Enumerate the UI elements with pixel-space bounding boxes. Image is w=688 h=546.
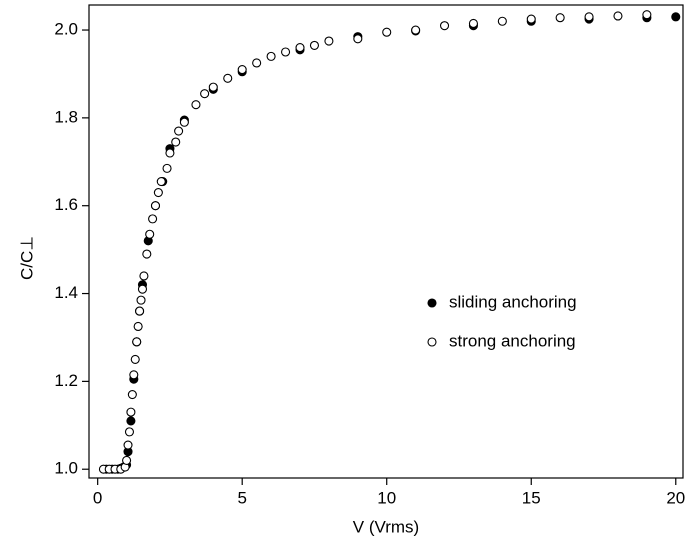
marker bbox=[165, 148, 175, 158]
marker bbox=[171, 137, 181, 147]
y-tick-label: 1.2 bbox=[54, 371, 78, 390]
marker bbox=[174, 126, 184, 136]
marker bbox=[123, 440, 133, 450]
marker bbox=[139, 271, 149, 281]
marker bbox=[266, 51, 276, 61]
y-tick-label: 1.8 bbox=[54, 107, 78, 126]
legend-marker bbox=[427, 337, 437, 347]
marker bbox=[309, 40, 320, 50]
y-tick-label: 1.4 bbox=[54, 283, 78, 302]
marker bbox=[132, 337, 142, 347]
marker bbox=[200, 89, 210, 99]
marker bbox=[129, 370, 139, 380]
marker bbox=[142, 249, 152, 259]
marker bbox=[148, 214, 158, 224]
y-tick-label: 2.0 bbox=[54, 20, 78, 39]
marker bbox=[223, 73, 233, 83]
marker bbox=[208, 82, 218, 92]
plot-frame bbox=[88, 4, 684, 479]
marker bbox=[353, 34, 363, 44]
marker bbox=[526, 14, 536, 24]
marker bbox=[237, 65, 247, 75]
y-axis-label: C/C⊥ bbox=[17, 236, 36, 280]
marker bbox=[584, 12, 594, 22]
marker bbox=[324, 36, 334, 46]
marker bbox=[191, 100, 201, 110]
marker bbox=[156, 177, 166, 187]
marker bbox=[382, 27, 392, 37]
marker bbox=[130, 354, 140, 364]
legend-label: strong anchoring bbox=[449, 331, 576, 350]
legend-marker bbox=[427, 298, 437, 308]
marker bbox=[133, 321, 143, 332]
marker bbox=[127, 390, 137, 400]
marker bbox=[439, 21, 450, 31]
marker bbox=[179, 117, 189, 127]
marker bbox=[613, 11, 623, 21]
marker bbox=[671, 12, 681, 22]
marker bbox=[137, 284, 148, 294]
x-tick-label: 10 bbox=[377, 488, 396, 507]
marker bbox=[136, 295, 146, 305]
marker bbox=[126, 407, 136, 417]
marker bbox=[126, 416, 136, 426]
x-tick-label: 15 bbox=[522, 488, 541, 507]
x-tick-label: 0 bbox=[93, 488, 102, 507]
y-tick-label: 1.6 bbox=[54, 195, 78, 214]
y-tick-label: 1.0 bbox=[54, 459, 78, 478]
marker bbox=[497, 16, 507, 26]
legend-label: sliding anchoring bbox=[449, 292, 577, 311]
marker bbox=[150, 201, 161, 211]
marker bbox=[411, 25, 421, 35]
marker bbox=[135, 306, 145, 316]
marker bbox=[555, 13, 565, 23]
x-tick-label: 5 bbox=[237, 488, 246, 507]
marker bbox=[124, 427, 135, 437]
marker bbox=[281, 47, 291, 57]
marker bbox=[145, 229, 155, 239]
marker bbox=[468, 18, 478, 28]
marker bbox=[122, 455, 132, 465]
marker bbox=[642, 10, 652, 20]
marker bbox=[295, 43, 305, 53]
marker bbox=[162, 163, 172, 173]
x-axis-label: V (Vrms) bbox=[353, 517, 419, 536]
marker bbox=[153, 187, 163, 198]
x-tick-label: 20 bbox=[666, 488, 685, 507]
marker bbox=[252, 58, 262, 68]
